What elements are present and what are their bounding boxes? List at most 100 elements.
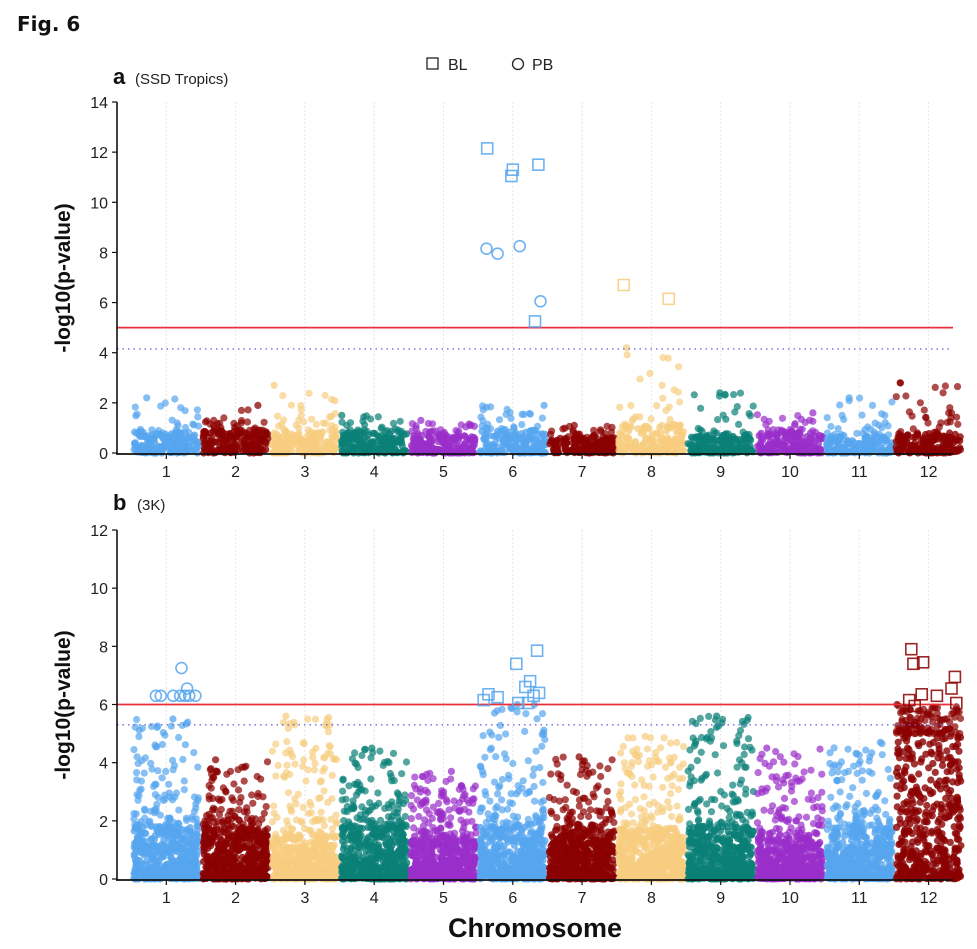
data-point [282, 859, 290, 867]
data-point [153, 842, 161, 850]
data-point [366, 838, 374, 846]
data-point [180, 777, 188, 785]
data-point [244, 406, 252, 414]
data-point [291, 795, 299, 803]
data-point [203, 812, 211, 820]
data-point [641, 422, 649, 430]
data-point [147, 868, 156, 876]
data-point [346, 823, 354, 831]
data-point [161, 731, 169, 739]
data-point [659, 394, 667, 402]
data-point [725, 439, 733, 447]
data-point [414, 841, 422, 849]
data-point [142, 821, 150, 829]
data-point [131, 723, 139, 731]
data-point [191, 874, 199, 883]
data-point [823, 429, 831, 437]
data-point [416, 446, 424, 454]
panel-a-letter: a [113, 64, 126, 89]
data-point [172, 789, 181, 797]
data-point [387, 773, 395, 781]
data-point [271, 875, 279, 883]
data-point [299, 762, 307, 770]
data-point [270, 802, 278, 810]
data-point [956, 433, 964, 441]
data-point [287, 401, 295, 409]
data-point [148, 426, 156, 434]
data-point [510, 423, 518, 431]
data-point [247, 441, 255, 449]
data-point [371, 866, 379, 874]
data-point [410, 781, 418, 790]
data-point [342, 795, 350, 803]
data-point [317, 777, 325, 785]
data-point [339, 428, 347, 436]
data-point [171, 395, 179, 403]
data-point [538, 430, 546, 438]
data-point [380, 853, 388, 861]
data-point [142, 829, 150, 838]
data-point [169, 766, 177, 774]
data-point [375, 436, 383, 445]
data-point [518, 421, 526, 429]
data-point [371, 827, 379, 836]
data-point [371, 429, 379, 437]
data-point [375, 799, 383, 808]
data-point [540, 401, 548, 409]
legend: BL PB [426, 57, 553, 74]
data-point [179, 833, 188, 841]
data-point [522, 440, 530, 448]
data-point [576, 441, 584, 449]
panel-a: a (SSD Tropics) -log10(p-value) 02468101… [52, 64, 965, 481]
data-point [202, 436, 211, 445]
x-tick-label: 9 [716, 464, 725, 481]
data-point [179, 755, 187, 764]
data-point [137, 866, 145, 875]
data-point [904, 445, 912, 453]
data-point [315, 867, 323, 875]
data-point [381, 428, 389, 436]
data-point [388, 866, 396, 874]
data-point [189, 816, 197, 824]
data-point [423, 854, 431, 862]
data-point [328, 395, 336, 404]
data-point [136, 425, 145, 433]
data-point [353, 860, 361, 868]
data-point [436, 866, 444, 874]
data-point [153, 863, 161, 871]
data-point [237, 406, 246, 414]
data-point [369, 854, 377, 863]
data-point [525, 409, 534, 418]
data-point [506, 408, 514, 417]
data-point [295, 416, 303, 424]
data-point [167, 722, 175, 730]
data-point [823, 414, 831, 422]
data-point [468, 862, 476, 870]
data-point [367, 439, 375, 448]
data-point [230, 447, 238, 455]
data-point [339, 775, 347, 783]
data-point [355, 441, 363, 449]
data-point [930, 428, 938, 436]
data-point [352, 822, 360, 831]
data-point [695, 439, 703, 447]
data-point [653, 402, 661, 410]
data-point [745, 410, 753, 418]
data-point [140, 845, 148, 853]
data-point [809, 409, 817, 417]
data-point [299, 803, 307, 812]
data-point [138, 724, 146, 732]
data-point [402, 796, 410, 805]
data-point [130, 827, 138, 835]
x-tick-label: 11 [851, 464, 868, 481]
data-point [455, 427, 463, 436]
data-point [147, 835, 155, 843]
data-point [340, 867, 349, 876]
data-point [309, 818, 317, 826]
data-point [263, 758, 272, 766]
data-point [256, 426, 264, 434]
data-point [173, 848, 181, 856]
data-point [154, 427, 163, 435]
data-point [398, 770, 406, 778]
data-point [778, 414, 787, 422]
